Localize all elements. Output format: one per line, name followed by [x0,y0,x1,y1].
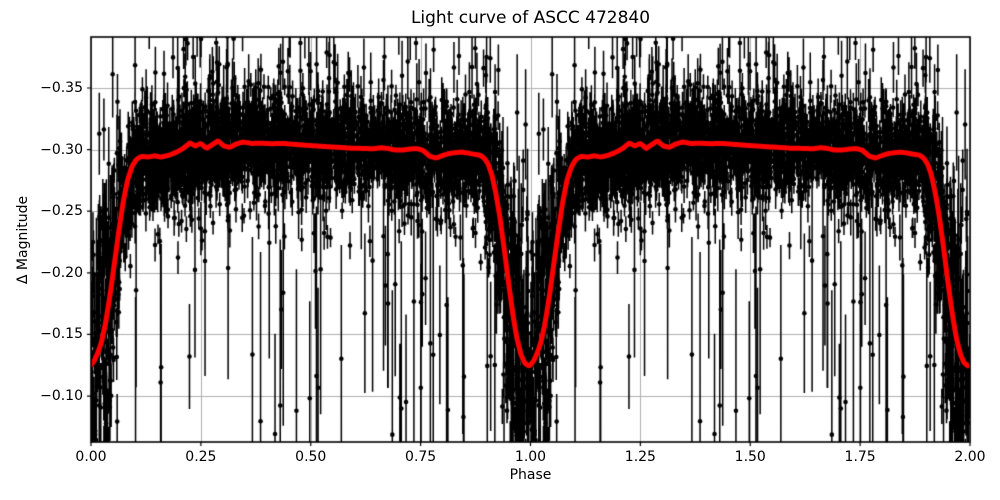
x-tick-label: 1.50 [734,449,766,465]
x-tick-label: 2.00 [954,449,986,465]
x-tick-label: 0.00 [75,449,107,465]
x-tick-label: 0.75 [405,449,437,465]
y-tick-label: −0.35 [40,80,83,96]
x-tick-label: 0.50 [295,449,327,465]
x-tick-label: 1.75 [844,449,876,465]
x-tick-label: 1.00 [514,449,547,465]
y-tick-label: −0.20 [40,264,83,281]
y-tick-label: −0.30 [40,141,83,158]
y-axis-label: Δ Magnitude [15,195,31,285]
x-axis-label: Phase [509,467,552,483]
chart-title: Light curve of ASCC 472840 [410,8,651,28]
y-tick-label: −0.15 [40,326,83,343]
x-tick-label: 0.25 [185,449,217,465]
x-tick-label: 1.25 [624,449,656,465]
y-tick-label: −0.10 [40,388,83,405]
y-tick-label: −0.25 [40,203,83,220]
